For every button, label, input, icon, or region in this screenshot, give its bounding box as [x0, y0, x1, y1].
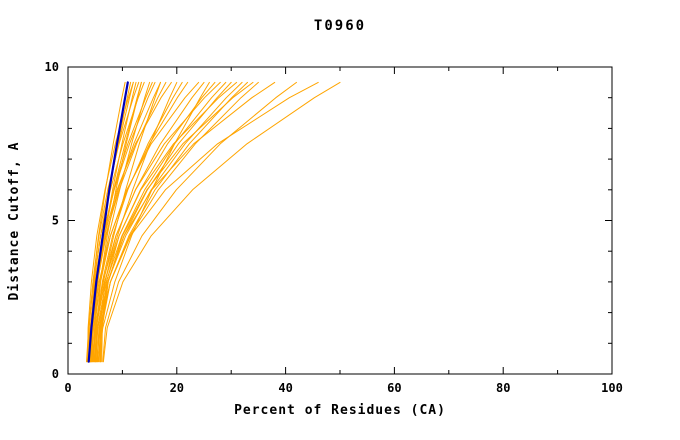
- y-tick-label: 10: [45, 60, 59, 74]
- x-tick-label: 20: [170, 381, 184, 395]
- curve-model-28: [99, 81, 276, 363]
- y-axis-label: Distance Cutoff, A: [7, 142, 22, 301]
- curve-model-27: [96, 81, 259, 363]
- curves-group: [86, 81, 341, 363]
- curve-model-21: [94, 81, 227, 363]
- x-tick-label: 100: [601, 381, 623, 395]
- x-tick-label: 40: [278, 381, 292, 395]
- x-tick-label: 60: [387, 381, 401, 395]
- curve-highlighted-model: [87, 81, 129, 363]
- curve-model-03: [87, 81, 134, 363]
- chart-title: T0960: [314, 18, 366, 34]
- curve-model-29: [102, 81, 297, 363]
- x-tick-label: 0: [64, 381, 71, 395]
- y-tick-label: 0: [52, 367, 59, 381]
- y-tick-label: 5: [52, 214, 59, 228]
- curve-model-30: [100, 81, 319, 363]
- x-axis-label: Percent of Residues (CA): [234, 403, 446, 418]
- curve-model-19: [94, 81, 216, 363]
- x-tick-label: 80: [496, 381, 510, 395]
- curve-model-31: [102, 81, 341, 363]
- curve-model-12: [93, 81, 172, 363]
- axes-group: [67, 66, 613, 375]
- curve-model-32: [86, 81, 134, 363]
- curve-model-26: [101, 81, 254, 363]
- curve-model-35: [91, 81, 161, 363]
- tick-labels-group: 0 20 40 60 80 100 0 5 10: [45, 60, 623, 395]
